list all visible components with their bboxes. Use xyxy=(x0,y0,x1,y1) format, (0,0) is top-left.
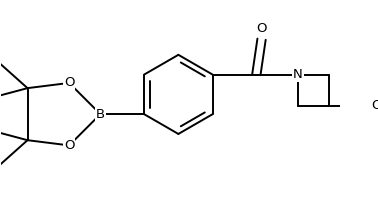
Text: O: O xyxy=(64,139,74,152)
Text: O: O xyxy=(64,76,74,90)
Text: N: N xyxy=(293,68,303,81)
Text: O: O xyxy=(256,22,267,35)
Text: B: B xyxy=(96,108,105,121)
Text: OH: OH xyxy=(371,99,378,112)
